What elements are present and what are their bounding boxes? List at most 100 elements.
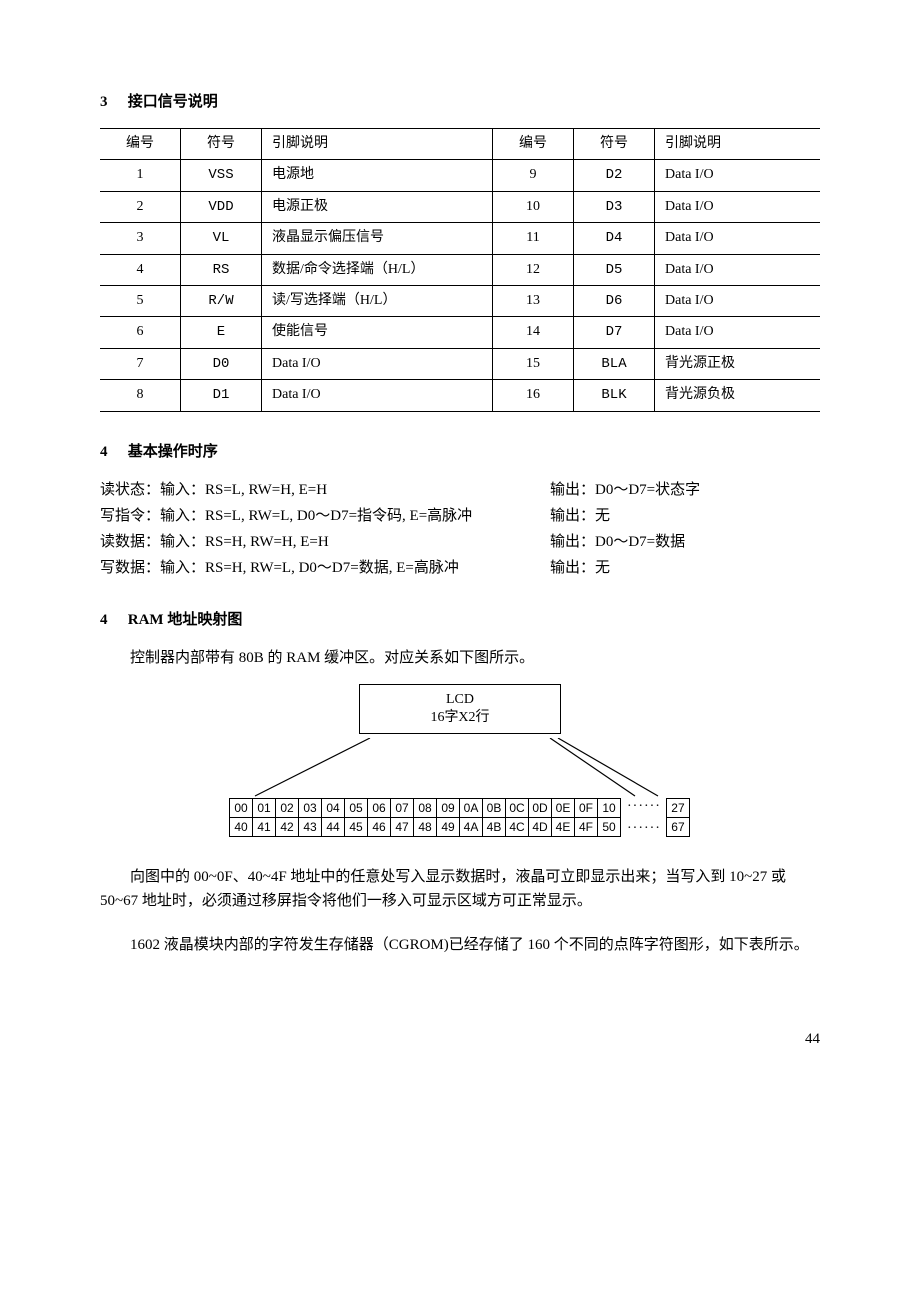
- addr-cell: 07: [390, 798, 414, 818]
- table-row: 1VSS电源地9D2Data I/O: [100, 160, 820, 191]
- table-cell: VSS: [181, 160, 262, 191]
- addr-cell-end: 67: [666, 817, 690, 837]
- timing-input: 写数据：输入：RS=H, RW=L, D0～D7=数据, E=高脉冲: [100, 556, 550, 580]
- address-rows-wrap: 000102030405060708090A0B0C0D0E0F10 40414…: [220, 796, 700, 841]
- table-cell: 1: [100, 160, 181, 191]
- section-4b-heading: 4 RAM 地址映射图: [100, 608, 820, 632]
- addr-cell: 4E: [551, 817, 575, 837]
- table-cell: 10: [493, 191, 574, 222]
- timing-row: 读状态：输入：RS=L, RW=H, E=H输出：D0～D7=状态字: [100, 478, 820, 502]
- col-num: 编号: [100, 129, 181, 160]
- addr-cell: 05: [344, 798, 368, 818]
- addr-cell: 42: [275, 817, 299, 837]
- addr-cell: 4D: [528, 817, 552, 837]
- pin-signal-table: 编号 符号 引脚说明 编号 符号 引脚说明 1VSS电源地9D2Data I/O…: [100, 128, 820, 412]
- section-number: 3: [100, 90, 124, 114]
- addr-cell: 43: [298, 817, 322, 837]
- page-number: 44: [100, 1027, 820, 1051]
- table-cell: 电源正极: [262, 191, 493, 222]
- timing-row: 写数据：输入：RS=H, RW=L, D0～D7=数据, E=高脉冲输出：无: [100, 556, 820, 580]
- table-row: 8D1Data I/O16BLK背光源负极: [100, 380, 820, 411]
- table-cell: BLK: [574, 380, 655, 411]
- table-cell: D5: [574, 254, 655, 285]
- addr-cell: 06: [367, 798, 391, 818]
- address-dots-col: ······ ······: [621, 796, 667, 841]
- section-title: 接口信号说明: [128, 94, 218, 110]
- addr-cell: 45: [344, 817, 368, 837]
- table-header-row: 编号 符号 引脚说明 编号 符号 引脚说明: [100, 129, 820, 160]
- table-cell: 电源地: [262, 160, 493, 191]
- table-cell: D7: [574, 317, 655, 348]
- table-cell: D2: [574, 160, 655, 191]
- addr-cell: 41: [252, 817, 276, 837]
- table-cell: D1: [181, 380, 262, 411]
- addr-cell: 04: [321, 798, 345, 818]
- timing-input: 写指令：输入：RS=L, RW=L, D0～D7=指令码, E=高脉冲: [100, 504, 550, 528]
- col-sym: 符号: [181, 129, 262, 160]
- table-cell: Data I/O: [262, 380, 493, 411]
- address-rows: 000102030405060708090A0B0C0D0E0F10 40414…: [230, 799, 621, 837]
- lcd-line2: 16字X2行: [360, 709, 560, 727]
- timing-output: 输出：无: [550, 556, 610, 580]
- lcd-line1: LCD: [360, 691, 560, 709]
- table-row: 3VL液晶显示偏压信号11D4Data I/O: [100, 223, 820, 254]
- timing-row: 写指令：输入：RS=L, RW=L, D0～D7=指令码, E=高脉冲输出：无: [100, 504, 820, 528]
- table-cell: Data I/O: [655, 317, 821, 348]
- address-row-top: 000102030405060708090A0B0C0D0E0F10: [230, 799, 621, 818]
- table-cell: E: [181, 317, 262, 348]
- addr-cell: 4A: [459, 817, 483, 837]
- table-cell: 12: [493, 254, 574, 285]
- table-cell: 背光源负极: [655, 380, 821, 411]
- addr-cell: 0A: [459, 798, 483, 818]
- section-title: 基本操作时序: [128, 444, 218, 460]
- table-cell: 3: [100, 223, 181, 254]
- addr-cell: 0D: [528, 798, 552, 818]
- table-cell: 16: [493, 380, 574, 411]
- table-cell: Data I/O: [262, 348, 493, 379]
- table-cell: BLA: [574, 348, 655, 379]
- connector-lines: [240, 738, 680, 798]
- addr-cell: 0B: [482, 798, 506, 818]
- table-cell: D3: [574, 191, 655, 222]
- lcd-box: LCD 16字X2行: [359, 684, 561, 734]
- addr-cell: 4F: [574, 817, 598, 837]
- addr-cell: 48: [413, 817, 437, 837]
- addr-cell: 50: [597, 817, 621, 837]
- table-cell: Data I/O: [655, 160, 821, 191]
- addr-cell: 0E: [551, 798, 575, 818]
- table-cell: 读/写选择端（H/L）: [262, 285, 493, 316]
- table-row: 2VDD电源正极10D3Data I/O: [100, 191, 820, 222]
- col-desc: 引脚说明: [262, 129, 493, 160]
- table-cell: 6: [100, 317, 181, 348]
- table-cell: 数据/命令选择端（H/L）: [262, 254, 493, 285]
- addr-cell: 10: [597, 798, 621, 818]
- timing-input: 读状态：输入：RS=L, RW=H, E=H: [100, 478, 550, 502]
- addr-cell: 40: [229, 817, 253, 837]
- timing-input: 读数据：输入：RS=H, RW=H, E=H: [100, 530, 550, 554]
- table-row: 6E使能信号14D7Data I/O: [100, 317, 820, 348]
- table-cell: 13: [493, 285, 574, 316]
- paragraph-2: 1602 液晶模块内部的字符发生存储器（CGROM)已经存储了 160 个不同的…: [100, 933, 820, 957]
- table-cell: Data I/O: [655, 254, 821, 285]
- addr-cell: 47: [390, 817, 414, 837]
- timing-output: 输出：无: [550, 504, 610, 528]
- table-cell: 11: [493, 223, 574, 254]
- table-cell: 8: [100, 380, 181, 411]
- addr-cell: 03: [298, 798, 322, 818]
- table-cell: 7: [100, 348, 181, 379]
- table-cell: D6: [574, 285, 655, 316]
- table-cell: 使能信号: [262, 317, 493, 348]
- table-row: 5R/W读/写选择端（H/L）13D6Data I/O: [100, 285, 820, 316]
- table-cell: 液晶显示偏压信号: [262, 223, 493, 254]
- section-4a-heading: 4 基本操作时序: [100, 440, 820, 464]
- table-cell: Data I/O: [655, 223, 821, 254]
- addr-cell: 4B: [482, 817, 506, 837]
- section-number: 4: [100, 440, 124, 464]
- page: 3 接口信号说明 编号 符号 引脚说明 编号 符号 引脚说明 1VSS电源地9D…: [0, 0, 920, 1091]
- table-cell: D0: [181, 348, 262, 379]
- timing-row: 读数据：输入：RS=H, RW=H, E=H输出：D0～D7=数据: [100, 530, 820, 554]
- addr-cell: 09: [436, 798, 460, 818]
- timing-sequence-block: 读状态：输入：RS=L, RW=H, E=H输出：D0～D7=状态字写指令：输入…: [100, 478, 820, 580]
- addr-cell: 08: [413, 798, 437, 818]
- table-cell: 背光源正极: [655, 348, 821, 379]
